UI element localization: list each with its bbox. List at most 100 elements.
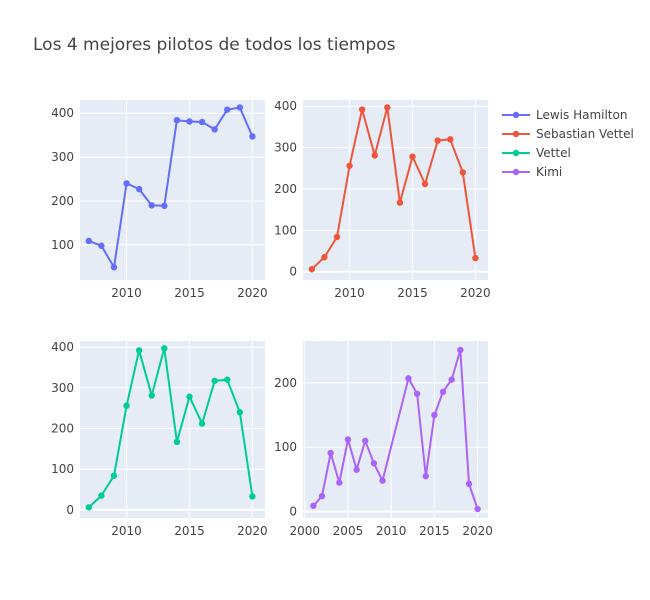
y-tick-label: 200	[274, 182, 297, 196]
legend-label: Vettel	[536, 146, 571, 160]
data-point	[333, 233, 341, 241]
subplot-1: 100 200 300 400 2010 2015 2020	[51, 100, 268, 300]
data-point	[211, 377, 218, 385]
data-point	[98, 492, 105, 499]
x-tick-label: 2015	[397, 286, 428, 300]
data-point	[110, 264, 118, 271]
data-point	[198, 118, 206, 126]
y-tick-label: 100	[274, 440, 297, 454]
data-point	[344, 436, 352, 443]
data-point	[379, 477, 386, 484]
x-tick-label: 2010	[111, 524, 142, 538]
data-point	[434, 137, 441, 144]
data-point	[353, 466, 360, 473]
legend-label: Sebastian Vettel	[536, 127, 634, 141]
data-point	[448, 376, 455, 383]
plot-area	[303, 100, 488, 280]
y-tick-label: 0	[289, 265, 297, 279]
data-point	[173, 116, 181, 124]
legend-label: Kimi	[536, 165, 562, 179]
data-point	[98, 242, 105, 249]
data-point	[249, 493, 256, 500]
y-tick-label: 400	[51, 106, 74, 120]
x-tick-label: 2015	[174, 524, 205, 538]
data-point	[358, 106, 366, 113]
data-point	[457, 346, 464, 354]
data-point	[236, 409, 244, 416]
y-tick-label: 100	[274, 223, 297, 237]
data-point	[439, 388, 447, 396]
subplots-group: 100 200 300 400 2010 2015 2020 0 100 200 300 400 201…	[51, 99, 493, 538]
y-tick-label: 400	[51, 340, 74, 354]
legend-item[interactable]: Kimi	[502, 165, 562, 179]
data-point	[85, 504, 93, 511]
legend-swatch-marker	[512, 111, 520, 119]
y-tick-label: 200	[274, 376, 297, 390]
data-point	[148, 202, 155, 209]
subplot-2: 0 100 200 300 400 2010 2015 2020	[274, 99, 491, 300]
y-tick-label: 300	[51, 150, 74, 164]
data-point	[148, 392, 155, 399]
data-point	[321, 254, 328, 261]
x-tick-label: 2010	[334, 286, 365, 300]
legend-label: Lewis Hamilton	[536, 108, 627, 122]
x-tick-label: 2010	[376, 524, 407, 538]
legend-swatch-marker	[512, 168, 520, 176]
y-tick-label: 100	[51, 462, 74, 476]
data-point	[465, 480, 473, 488]
series-line	[88, 106, 254, 269]
data-point	[474, 505, 481, 513]
x-tick-label: 2020	[460, 286, 491, 300]
data-point	[472, 254, 479, 262]
y-tick-label: 200	[51, 194, 74, 208]
x-tick-label: 2020	[237, 524, 268, 538]
data-point	[224, 106, 231, 113]
data-point	[421, 180, 429, 188]
y-tick-label: 300	[51, 381, 74, 395]
legend-item[interactable]: Sebastian Vettel	[502, 127, 634, 141]
data-point	[346, 162, 353, 169]
data-point	[135, 185, 143, 193]
data-point	[308, 266, 316, 273]
data-point	[236, 104, 244, 111]
data-point	[211, 126, 218, 133]
x-tick-label: 2010	[111, 286, 142, 300]
data-point	[327, 449, 334, 457]
legend[interactable]: Lewis Hamilton Sebastian Vettel Vettel Kimi	[502, 108, 634, 179]
data-point	[110, 472, 118, 479]
data-point	[459, 169, 467, 176]
legend-swatch-marker	[512, 130, 520, 138]
y-tick-label: 0	[66, 503, 74, 517]
data-point	[186, 118, 193, 125]
data-point	[123, 180, 130, 187]
data-point	[413, 390, 421, 397]
data-point	[186, 393, 193, 400]
data-point	[384, 104, 391, 111]
data-point	[371, 152, 378, 159]
data-point	[310, 502, 317, 509]
data-point	[161, 202, 168, 210]
data-point	[161, 345, 168, 352]
subplot-3: 0 100 200 300 400 2010 2015 2020	[51, 340, 268, 538]
x-tick-label: 2020	[462, 524, 493, 538]
data-point	[447, 136, 454, 143]
data-point	[422, 472, 429, 480]
y-tick-label: 100	[51, 238, 74, 252]
data-point	[85, 237, 93, 245]
data-point	[224, 376, 231, 383]
legend-item[interactable]: Vettel	[502, 146, 571, 160]
legend-swatch-marker	[512, 149, 520, 157]
x-tick-label: 2015	[174, 286, 205, 300]
y-tick-label: 200	[51, 421, 74, 435]
series-line	[312, 349, 479, 510]
data-point	[431, 411, 438, 419]
y-tick-label: 300	[274, 141, 297, 155]
subplot-4: 0 100 200 2000 2005 2010 2015 2020	[274, 341, 493, 538]
legend-item[interactable]: Lewis Hamilton	[502, 108, 627, 122]
data-point	[336, 479, 343, 486]
plot-area	[80, 341, 265, 518]
data-point	[409, 153, 416, 160]
y-tick-label: 400	[274, 99, 297, 113]
data-point	[405, 375, 412, 382]
